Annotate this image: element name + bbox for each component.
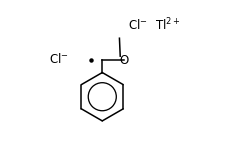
Text: Cl$^{-}$: Cl$^{-}$ — [128, 18, 148, 32]
Text: Tl$^{2+}$: Tl$^{2+}$ — [155, 17, 181, 33]
Text: O: O — [120, 54, 129, 67]
Text: Cl$^{-}$: Cl$^{-}$ — [49, 52, 69, 66]
